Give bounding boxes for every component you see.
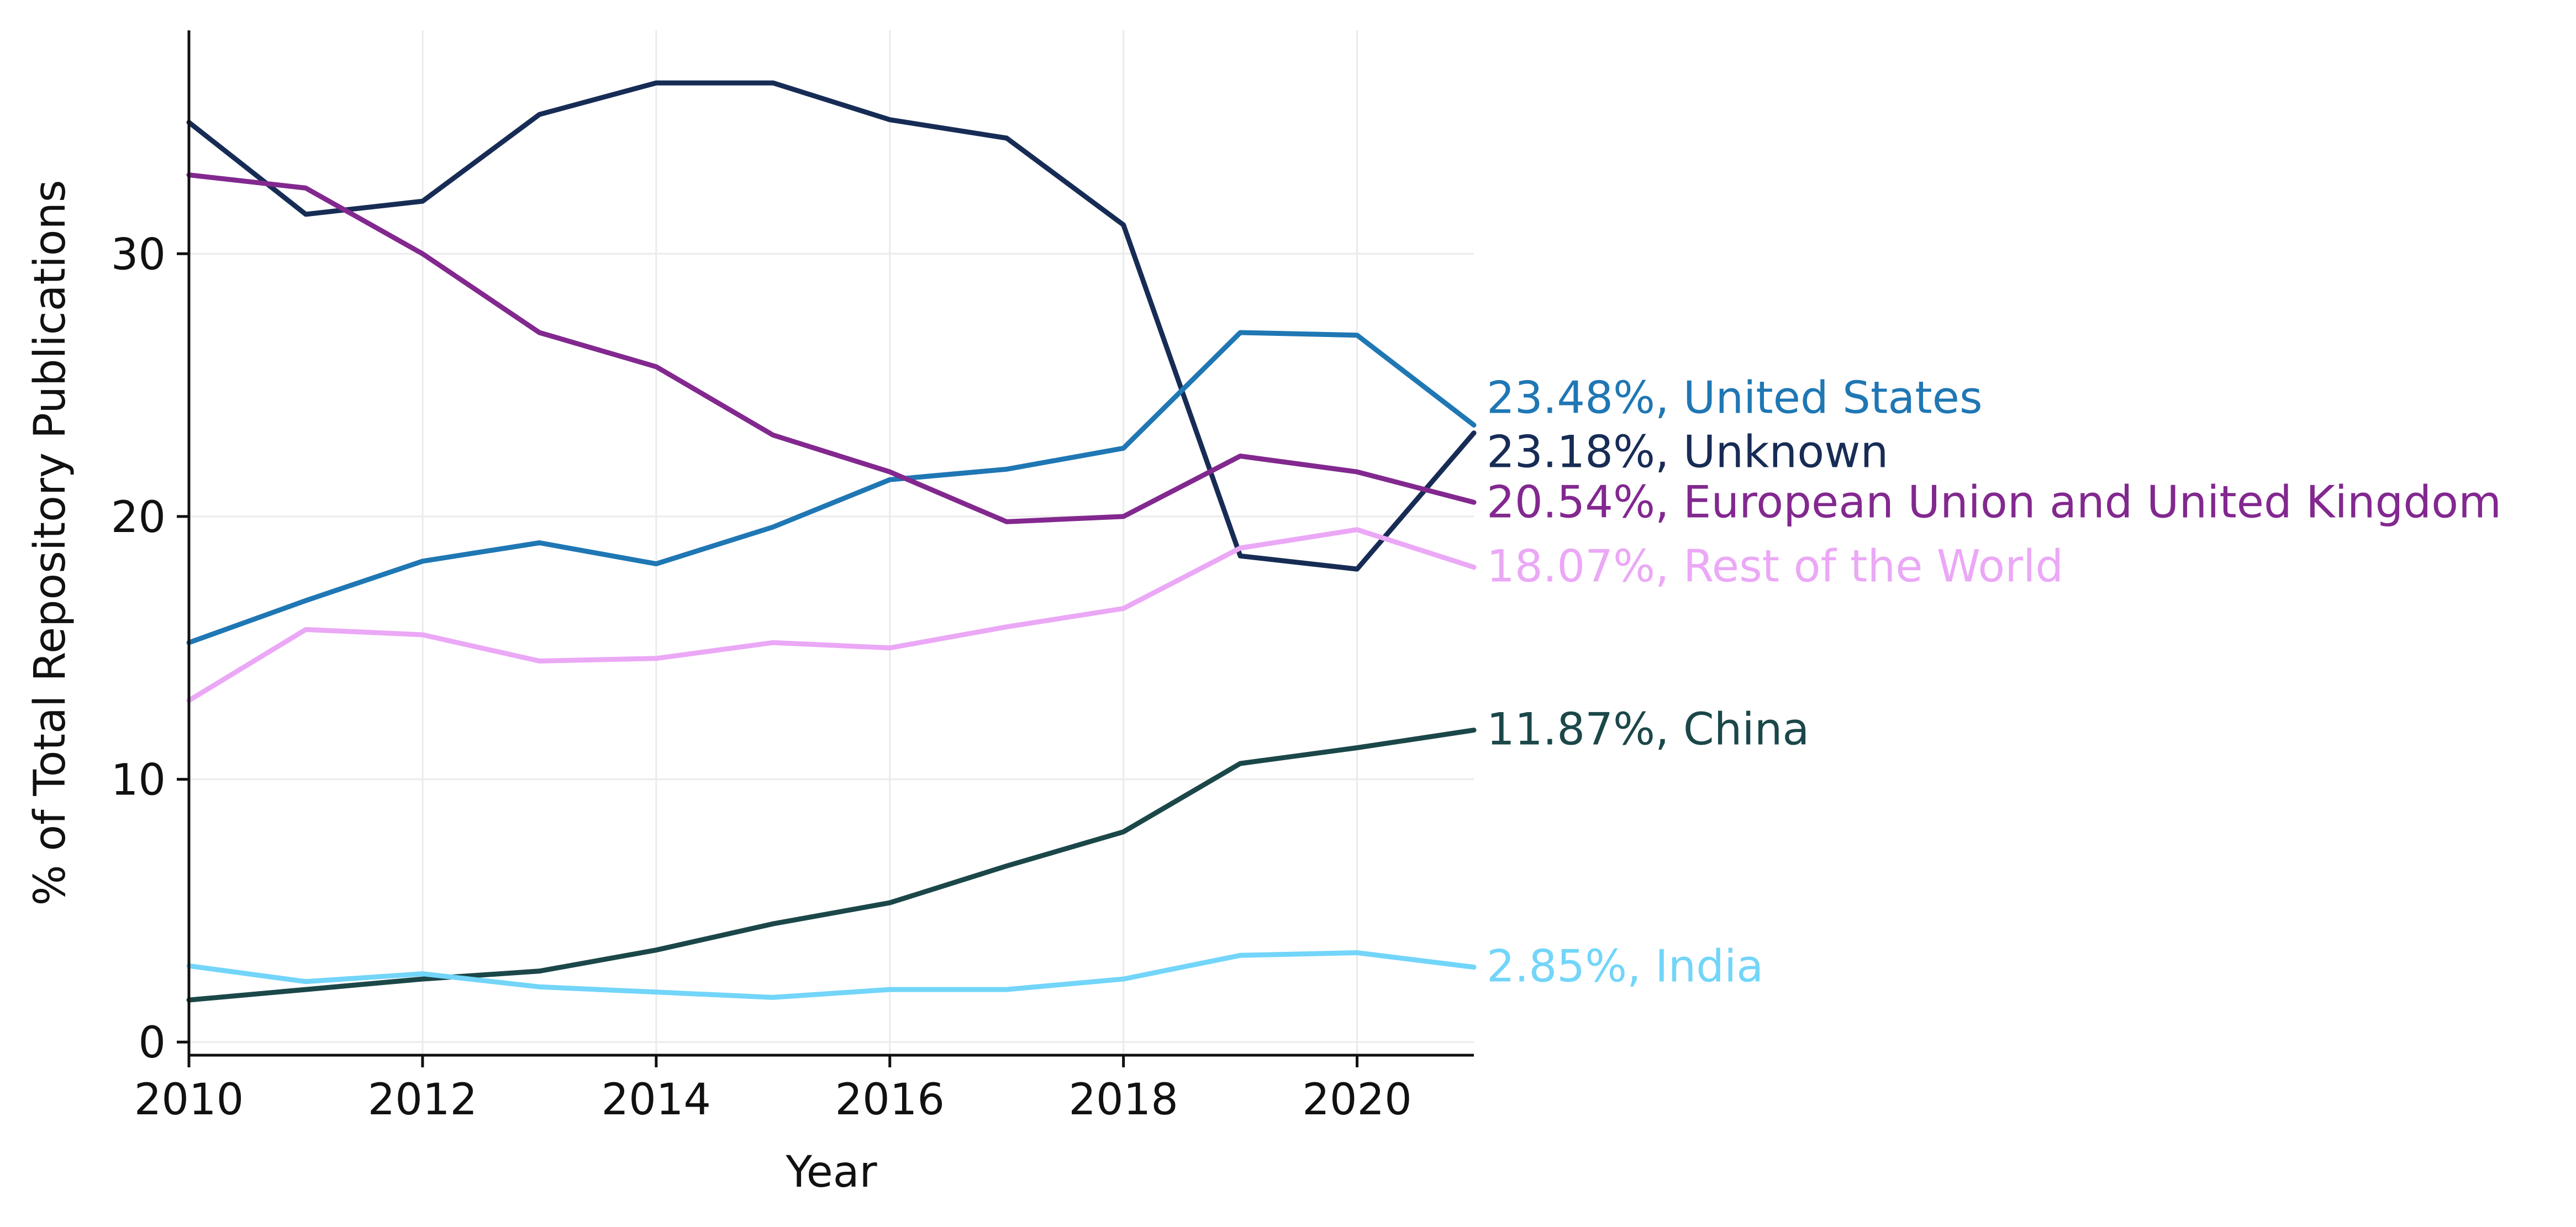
end-label-united-states: 23.48%, United States	[1487, 372, 1983, 423]
end-label-china: 11.87%, China	[1487, 704, 1809, 755]
x-tick-label-2012: 2012	[368, 1075, 478, 1125]
series-line-india	[186, 950, 1477, 1000]
x-axis-title: Year	[785, 1147, 877, 1197]
end-label-india: 2.85%, India	[1487, 941, 1763, 992]
ticks: 2010 2012 2014 2016 2018 2020 0 10 20 30	[111, 230, 1412, 1125]
series-line-rest-of-the-world	[186, 527, 1477, 703]
x-tick-label-2014: 2014	[602, 1075, 712, 1125]
x-tick-label-2018: 2018	[1068, 1075, 1178, 1125]
series-line-european-union-and-united-kingdom	[186, 172, 1477, 524]
y-tick-label-10: 10	[111, 756, 166, 805]
y-tick-label-30: 30	[111, 230, 166, 280]
end-label-rest-of-the-world: 18.07%, Rest of the World	[1487, 541, 2063, 592]
x-tick-label-2020: 2020	[1302, 1075, 1412, 1125]
x-tick-label-2016: 2016	[835, 1075, 945, 1125]
end-label-european-union-and-united-kingdom: 20.54%, European Union and United Kingdo…	[1487, 476, 2501, 528]
series-line-united-states	[186, 330, 1477, 645]
series-line-unknown	[186, 80, 1477, 572]
y-tick-label-0: 0	[138, 1018, 166, 1068]
x-tick-label-2010: 2010	[134, 1075, 244, 1125]
y-axis-title: % of Total Repository Publications	[25, 180, 75, 905]
axes	[187, 30, 1474, 1057]
y-tick-label-20: 20	[111, 493, 166, 543]
series-lines	[186, 80, 1477, 1003]
end-label-unknown: 23.18%, Unknown	[1487, 426, 1888, 478]
series-line-china	[186, 728, 1477, 1003]
